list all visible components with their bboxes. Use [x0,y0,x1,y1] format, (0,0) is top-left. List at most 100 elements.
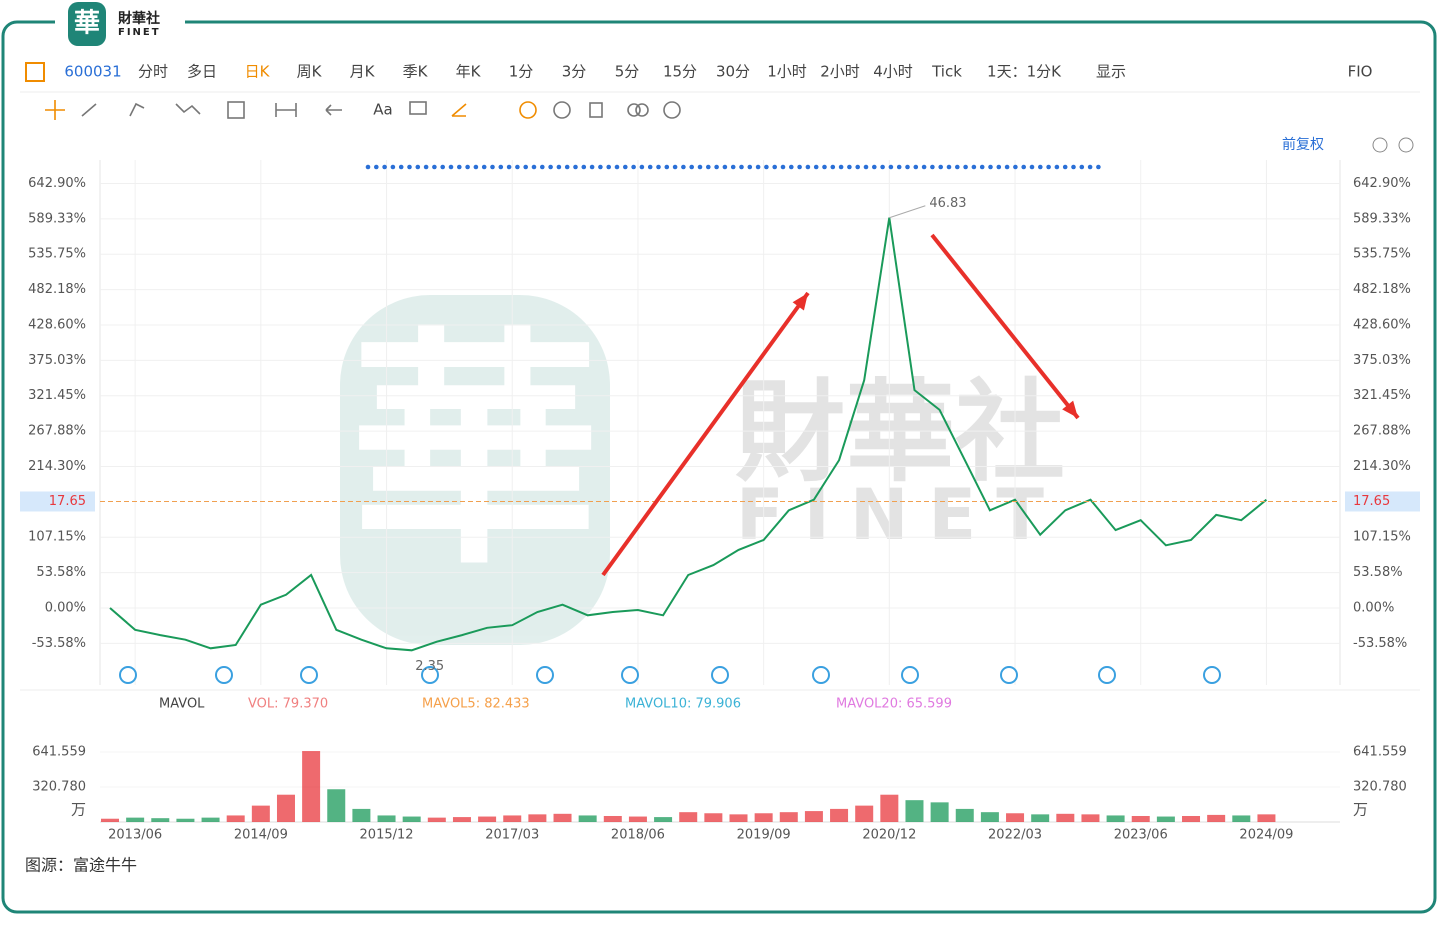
event-dot[interactable] [564,164,570,170]
event-dot[interactable] [789,164,794,170]
move-tool[interactable] [45,100,65,120]
event-dot[interactable] [606,164,611,170]
event-dot[interactable] [963,164,968,170]
event-dot[interactable] [706,164,711,170]
event-dot[interactable] [506,164,512,170]
event-dot[interactable] [481,164,487,170]
settings-tool[interactable] [663,101,681,119]
news-marker[interactable] [1098,666,1116,684]
news-marker[interactable] [536,666,554,684]
event-dot[interactable] [714,164,719,170]
magnet-tool[interactable] [519,101,537,119]
event-dot[interactable] [523,164,528,170]
event-dot[interactable] [780,164,786,170]
event-dot[interactable] [448,164,454,170]
event-dot[interactable] [938,164,943,170]
event-dot[interactable] [730,164,736,170]
arrow-tool[interactable] [325,104,342,116]
event-dot[interactable] [656,164,661,170]
news-marker[interactable] [621,666,639,684]
event-dot[interactable] [548,164,553,170]
news-marker[interactable] [711,666,729,684]
adjust-button[interactable]: 前复权 [1282,136,1324,153]
event-dot[interactable] [1029,164,1035,170]
event-dot[interactable] [921,164,927,170]
event-dot[interactable] [365,164,371,170]
note-tool[interactable] [409,101,427,115]
news-marker[interactable] [300,666,318,684]
event-dot[interactable] [872,164,877,170]
toolbar-item[interactable]: 季K [403,63,429,81]
event-dot[interactable] [1054,164,1060,170]
event-dot[interactable] [689,164,694,170]
event-dot[interactable] [930,164,935,170]
event-dot[interactable] [374,164,379,170]
toolbar-item[interactable]: 显示 [1096,63,1126,81]
toolbar-item[interactable]: 分时 [138,63,168,81]
event-dot[interactable] [747,164,753,170]
indicator-name[interactable]: MAVOL [159,697,205,712]
event-dot[interactable] [531,164,537,170]
toolbar-item[interactable]: 年K [456,63,482,81]
event-dot[interactable] [813,164,819,170]
event-dot[interactable] [971,164,977,170]
event-dot[interactable] [1038,164,1043,170]
news-marker[interactable] [1000,666,1018,684]
event-dot[interactable] [432,164,437,170]
delete-tool[interactable] [589,102,603,118]
event-dot[interactable] [581,164,587,170]
event-dot[interactable] [598,164,603,170]
event-dot[interactable] [681,164,686,170]
event-dot[interactable] [664,164,670,170]
event-dot[interactable] [390,164,396,170]
toolbar-item[interactable]: 3分 [562,63,587,81]
event-dot[interactable] [896,164,902,170]
event-dot[interactable] [540,164,545,170]
event-dot[interactable] [830,164,836,170]
event-dot[interactable] [465,164,470,170]
event-dot[interactable] [697,164,703,170]
text-tool[interactable]: Aa [373,101,392,119]
channel-tool[interactable] [129,102,145,117]
event-dot[interactable] [739,164,744,170]
event-dot[interactable] [913,164,919,170]
toolbar-item[interactable]: 1天：1分K [987,63,1062,81]
toolbar-item[interactable]: 多日 [187,63,217,81]
event-dot[interactable] [905,164,910,170]
zoom-out[interactable] [1372,137,1388,153]
toolbar-item[interactable]: 600031 [64,63,121,81]
news-marker[interactable] [119,666,137,684]
wave-tool[interactable] [175,103,201,115]
event-dot[interactable] [847,164,852,170]
news-marker[interactable] [1203,666,1221,684]
event-dot[interactable] [398,164,404,170]
zoom-in[interactable] [1398,137,1414,153]
toolbar-item[interactable]: Tick [931,63,962,81]
event-dot[interactable] [589,164,595,170]
hide-tool[interactable] [553,101,571,119]
event-dot[interactable] [498,164,504,170]
toolbar-item[interactable]: 1分 [509,63,534,81]
event-dot[interactable] [1013,164,1018,170]
toolbar-item[interactable]: 周K [297,63,323,81]
event-dot[interactable] [855,164,860,170]
news-marker[interactable] [215,666,233,684]
toolbar-item[interactable]: 15分 [663,63,697,81]
event-dot[interactable] [1062,164,1068,170]
event-dot[interactable] [838,164,844,170]
fib-tool[interactable] [227,101,245,119]
event-dot[interactable] [888,164,894,170]
event-dot[interactable] [1071,164,1076,170]
event-dot[interactable] [440,164,446,170]
event-dot[interactable] [515,164,520,170]
event-dot[interactable] [955,164,960,170]
event-dot[interactable] [822,164,827,170]
event-dot[interactable] [556,164,562,170]
event-dot[interactable] [614,164,620,170]
event-dot[interactable] [805,164,811,170]
toolbar-item[interactable]: 5分 [615,63,640,81]
event-dot[interactable] [946,164,952,170]
angle-tool[interactable] [451,103,467,117]
event-dot[interactable] [672,164,678,170]
toolbar-item[interactable]: 日K [245,63,271,81]
